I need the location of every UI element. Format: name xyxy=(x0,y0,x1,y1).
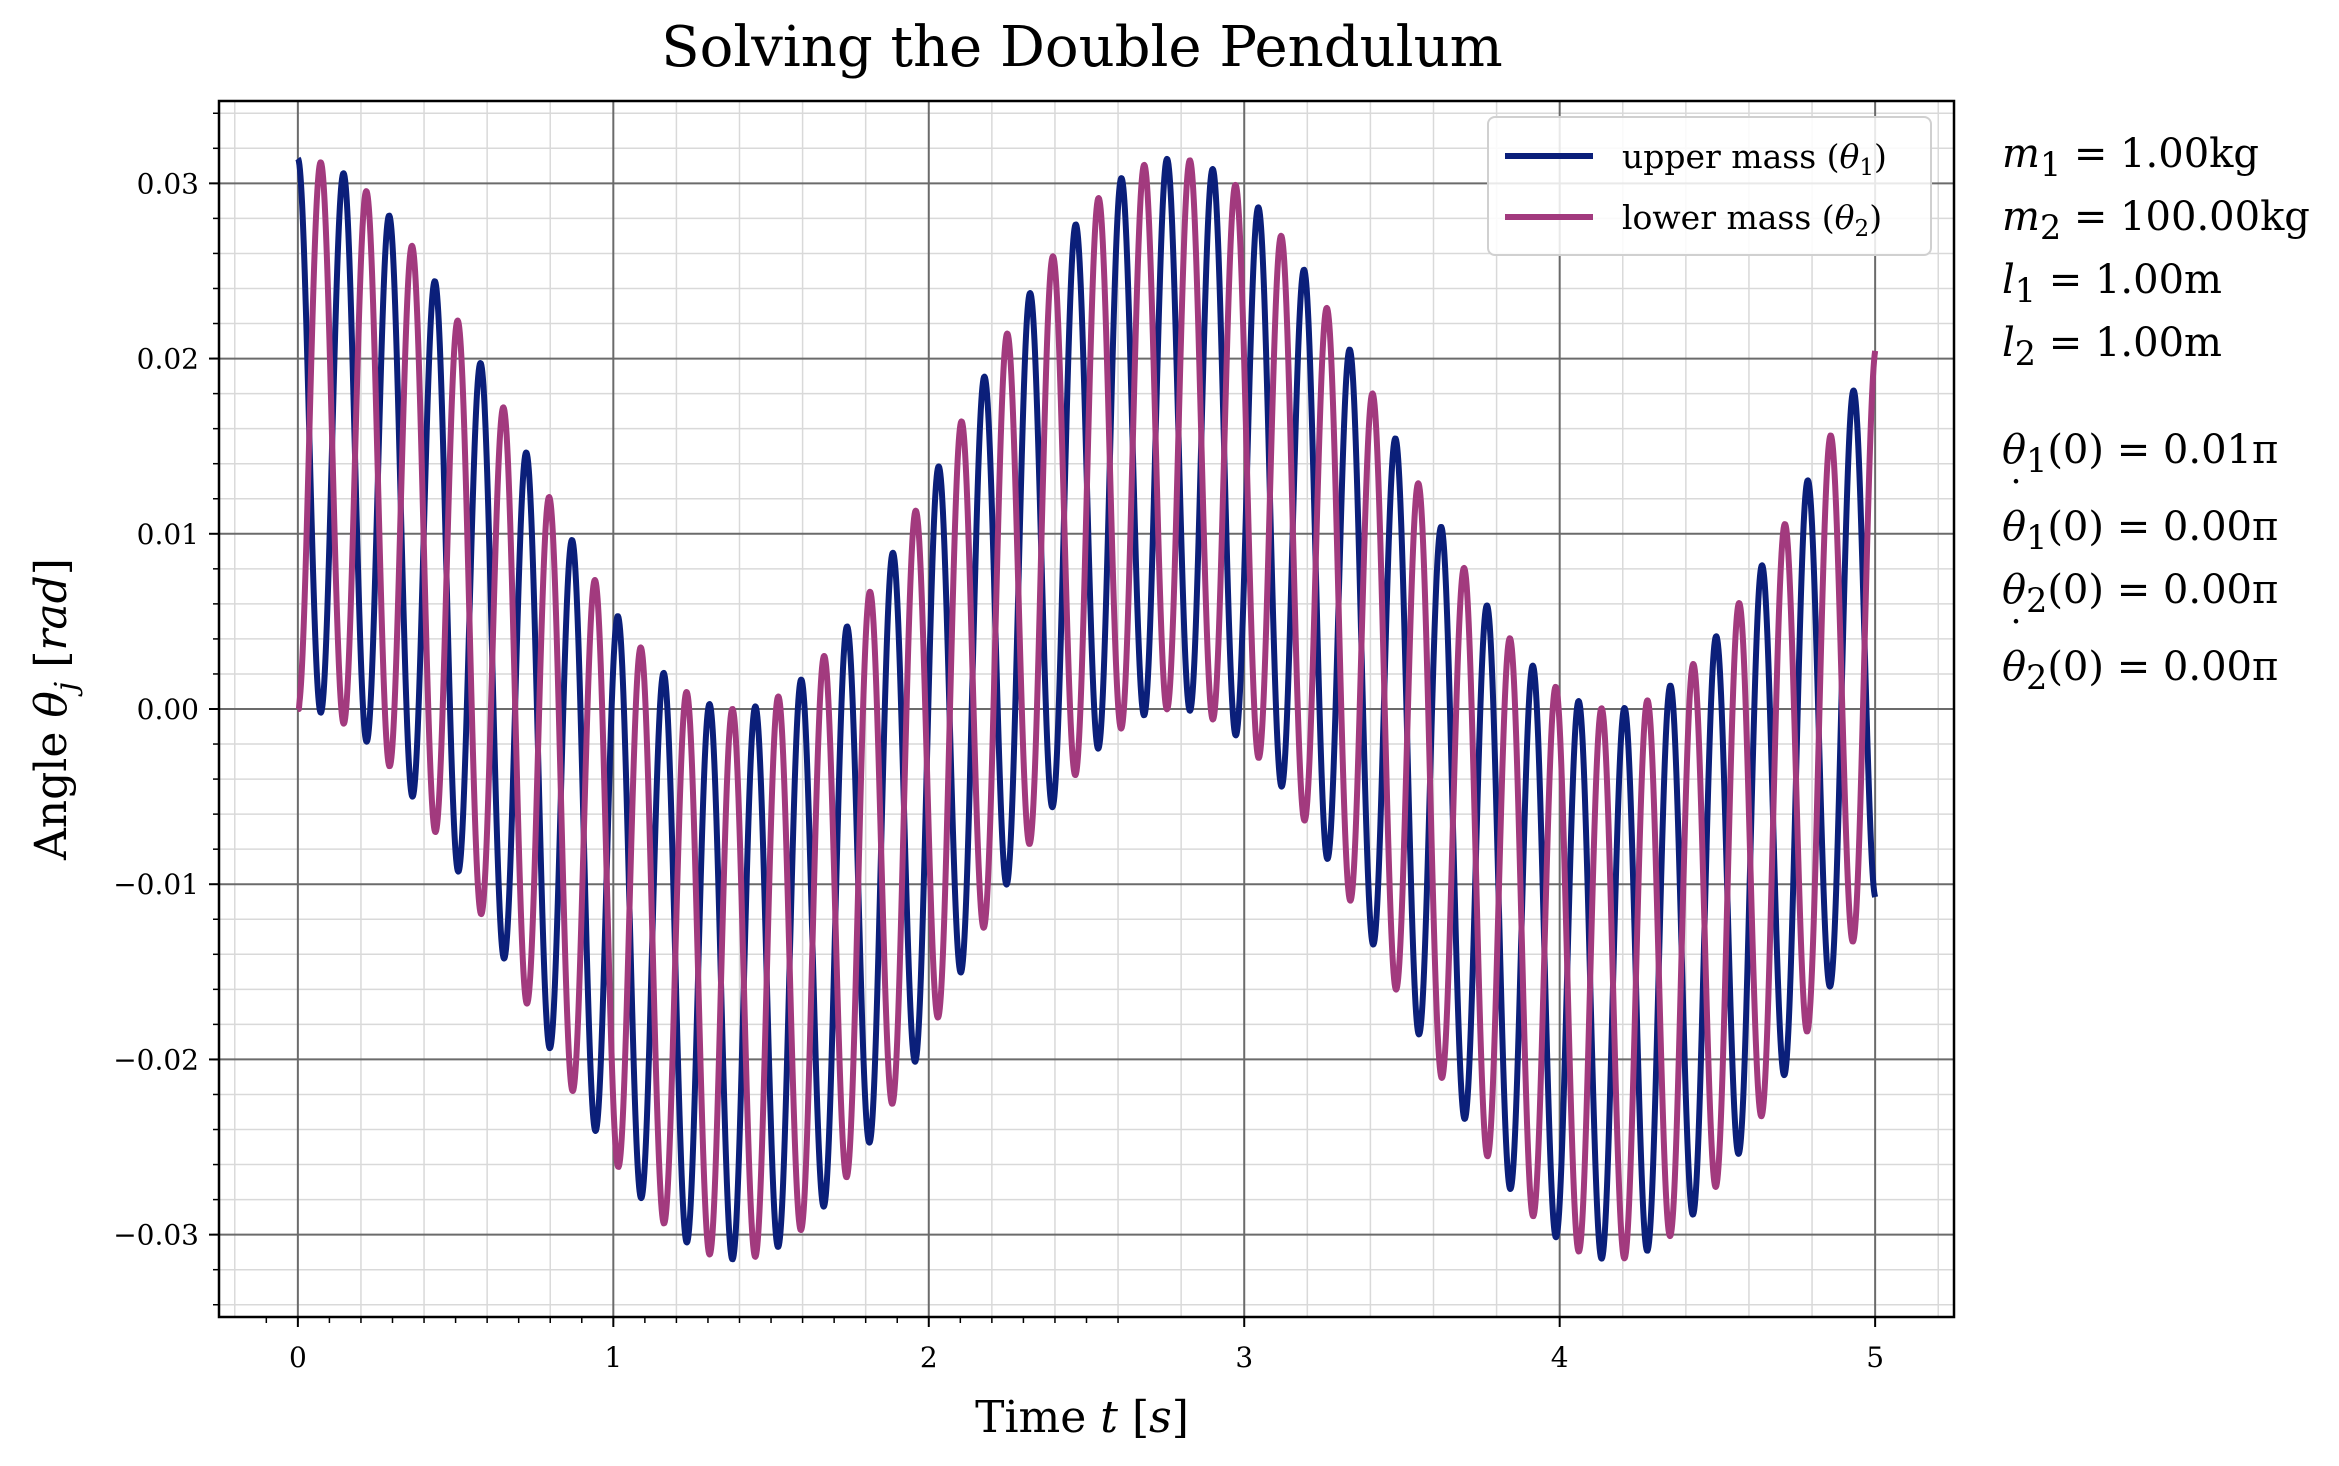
plot-area: 0 1 2 3 4 5 0.03 0.02 0.01 0.00 −0.01 −0.02 −0.03 xyxy=(113,99,1956,1374)
y-tick-label: 0.02 xyxy=(137,343,199,376)
y-tick-label: 0.01 xyxy=(137,518,199,551)
x-tick-label: 4 xyxy=(1551,1341,1569,1374)
param-m2: m2 = 100.00kg xyxy=(2002,194,2310,247)
param-theta1dot-init: θ1(0) = 0.00π xyxy=(2002,471,2310,564)
y-axis-label: Angle θj [rad] xyxy=(26,558,84,861)
y-label-unit: [rad] xyxy=(26,558,77,682)
x-tick-label: 3 xyxy=(1235,1341,1253,1374)
x-label-time: Time xyxy=(975,1392,1100,1443)
legend: upper mass (θ1) lower mass (θ2) xyxy=(1487,116,1932,256)
legend-box xyxy=(1487,116,1932,256)
y-tick-label: 0.00 xyxy=(137,693,199,726)
param-l2: l2 = 1.00m xyxy=(2002,320,2222,373)
param-spacer xyxy=(2002,380,2310,424)
y-tick-label: −0.03 xyxy=(113,1219,199,1252)
x-tick-label: 2 xyxy=(920,1341,938,1374)
x-tick-label: 5 xyxy=(1866,1341,1884,1374)
param-theta1-init: θ1(0) = 0.01π xyxy=(2002,427,2279,480)
axis-ticks: 0 1 2 3 4 5 0.03 0.02 0.01 0.00 −0.01 −0.02 −0.03 xyxy=(113,112,1884,1374)
param-theta2-init: θ2(0) = 0.00π xyxy=(2002,567,2279,620)
y-tick-label: −0.01 xyxy=(113,868,199,901)
x-axis-label: Time t [s] xyxy=(975,1392,1189,1443)
y-label-theta: θ xyxy=(26,691,77,718)
param-m1: m1 = 1.00kg xyxy=(2002,131,2260,184)
y-tick-label: 0.03 xyxy=(137,167,199,200)
legend-label-theta1: upper mass (θ1) xyxy=(1622,137,1887,181)
y-tick-label: −0.02 xyxy=(113,1043,199,1076)
series-line-theta2 xyxy=(295,157,1879,1262)
param-theta2dot-init: θ2(0) = 0.00π xyxy=(2002,611,2310,704)
x-label-unit: [s] xyxy=(1118,1392,1189,1443)
param-l1: l1 = 1.00m xyxy=(2002,257,2222,310)
x-tick-label: 1 xyxy=(604,1341,622,1374)
x-label-var: t xyxy=(1100,1392,1118,1443)
y-label-angle: Angle xyxy=(26,718,77,861)
chart-title: Solving the Double Pendulum xyxy=(661,15,1503,80)
series-layer xyxy=(295,155,1879,1263)
legend-label-theta2: lower mass (θ2) xyxy=(1622,198,1882,242)
parameter-panel: m1 = 1.00kg m2 = 100.00kg l1 = 1.00m l2 … xyxy=(2002,128,2310,704)
x-tick-label: 0 xyxy=(289,1341,307,1374)
